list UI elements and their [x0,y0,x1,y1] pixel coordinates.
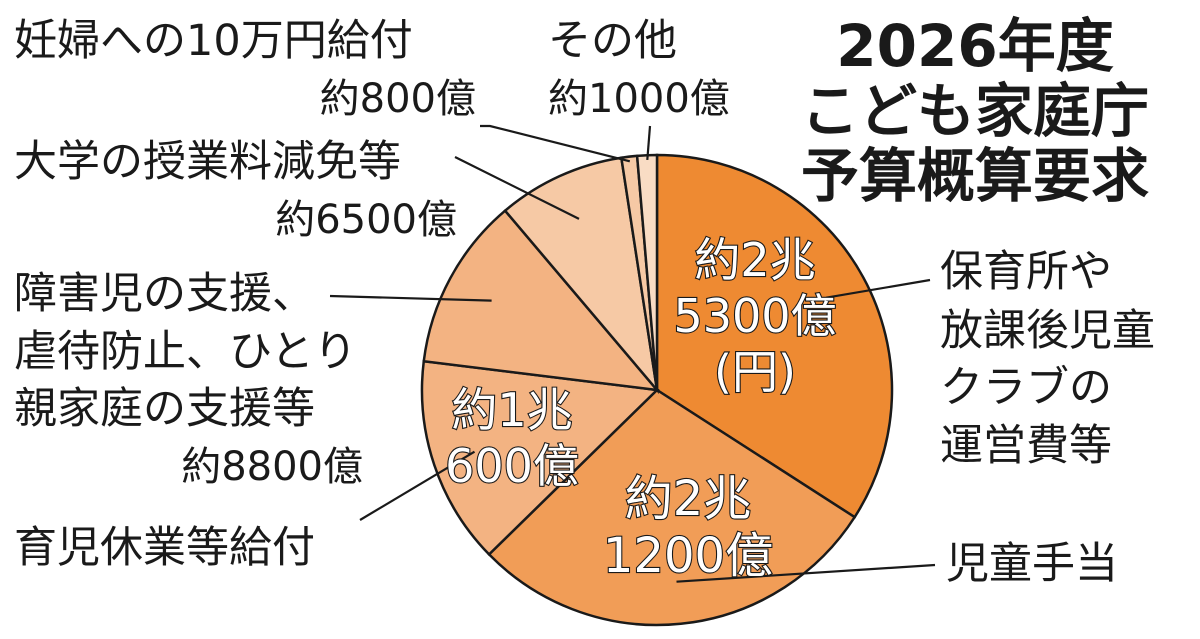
slice-label: その他 [548,16,677,66]
leader-line [359,450,476,521]
title-line: 2026年度 [836,12,1113,80]
slice-value-label: 1200億 [603,528,773,584]
leader-line [825,278,931,299]
slice-value-label: 約1000億 [548,76,730,122]
slice-value-label: 600億 [445,439,579,493]
chart-labels: 2026年度こども家庭庁予算概算要求保育所や放課後児童クラブの運営費等約2兆53… [14,12,1155,589]
slice-label: 妊婦への10万円給付 [14,16,413,66]
slice-value-label: 約800億 [320,76,476,122]
slice-label: 保育所や [940,247,1112,297]
slice-value-label: 約6500億 [275,197,457,243]
slice-value-label: 約1兆 [451,383,572,437]
slice-label: 大学の授業料減免等 [14,137,401,187]
slice-value-label: 約2兆 [625,471,752,527]
slice-label: 虐待防止、ひとり [14,327,357,377]
slice-value-label: 約2兆 [694,233,815,287]
title-line: 予算概算要求 [801,142,1149,210]
pie-slice-1 [487,388,857,627]
slice-value-label: 約8800億 [181,444,363,490]
slice-label: 児童手当 [946,539,1118,589]
slice-label: 育児休業等給付 [14,523,315,573]
slice-label: 放課後児童 [940,306,1155,356]
title-line: こども家庭庁 [801,77,1149,145]
slice-label: クラブの [940,363,1112,413]
leader-lines [329,124,936,583]
leader-line [329,294,492,302]
pie-slice-2 [420,359,660,557]
slice-label: 運営費等 [940,421,1112,471]
leader-line [480,124,631,163]
pie-slice-3 [422,208,661,392]
slice-label: 障害児の支援、 [14,269,315,319]
slice-value-label: 5300億 [673,289,836,343]
pie-slices [420,153,894,627]
leader-line [646,125,652,160]
slice-label: 親家庭の支援等 [14,384,315,434]
leader-line [676,563,936,583]
leader-line [454,156,580,220]
slice-value-label: (円) [714,345,796,399]
